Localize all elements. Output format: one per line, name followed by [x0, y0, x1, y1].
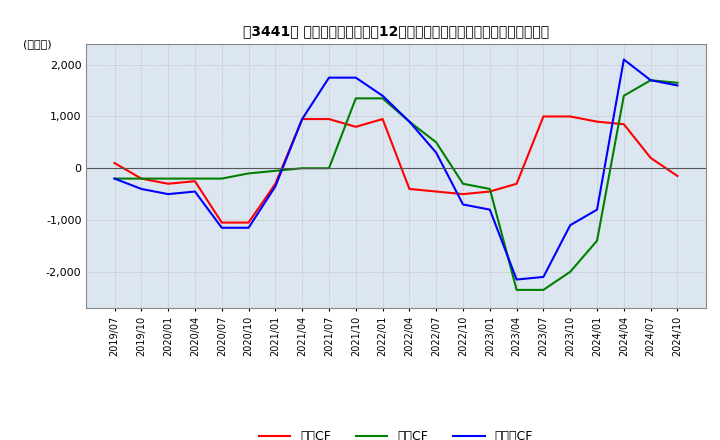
投資CF [619, 93, 628, 99]
Y-axis label: (百万円): (百万円) [22, 39, 51, 49]
フリーCF [432, 150, 441, 155]
フリーCF [619, 57, 628, 62]
投資CF [217, 176, 226, 181]
フリーCF [325, 75, 333, 80]
営業CF [647, 155, 655, 161]
フリーCF [647, 77, 655, 83]
営業CF [137, 176, 145, 181]
営業CF [298, 117, 307, 122]
フリーCF [217, 225, 226, 231]
投資CF [593, 238, 601, 243]
営業CF [513, 181, 521, 187]
フリーCF [459, 202, 467, 207]
営業CF [539, 114, 548, 119]
営業CF [191, 179, 199, 184]
投資CF [137, 176, 145, 181]
フリーCF [593, 207, 601, 212]
営業CF [673, 173, 682, 179]
フリーCF [110, 176, 119, 181]
Line: 営業CF: 営業CF [114, 117, 678, 223]
営業CF [459, 191, 467, 197]
Legend: 営業CF, 投資CF, フリーCF: 営業CF, 投資CF, フリーCF [254, 425, 538, 440]
営業CF [405, 186, 414, 191]
投資CF [325, 165, 333, 171]
フリーCF [539, 274, 548, 279]
投資CF [485, 186, 494, 191]
投資CF [191, 176, 199, 181]
投資CF [539, 287, 548, 293]
営業CF [244, 220, 253, 225]
営業CF [593, 119, 601, 124]
営業CF [378, 117, 387, 122]
フリーCF [271, 184, 279, 189]
フリーCF [244, 225, 253, 231]
フリーCF [513, 277, 521, 282]
営業CF [325, 117, 333, 122]
営業CF [619, 121, 628, 127]
投資CF [566, 269, 575, 275]
フリーCF [405, 119, 414, 124]
投資CF [432, 140, 441, 145]
投資CF [459, 181, 467, 187]
Title: 【3441】 キャッシュフローの12か月移動合計の対前年同期増減額の推移: 【3441】 キャッシュフローの12か月移動合計の対前年同期増減額の推移 [243, 25, 549, 39]
営業CF [485, 189, 494, 194]
営業CF [271, 181, 279, 187]
営業CF [351, 124, 360, 129]
投資CF [405, 119, 414, 124]
投資CF [164, 176, 173, 181]
投資CF [378, 96, 387, 101]
投資CF [298, 165, 307, 171]
投資CF [110, 176, 119, 181]
フリーCF [566, 223, 575, 228]
営業CF [566, 114, 575, 119]
フリーCF [164, 191, 173, 197]
フリーCF [673, 83, 682, 88]
投資CF [673, 80, 682, 85]
営業CF [110, 161, 119, 166]
投資CF [513, 287, 521, 293]
フリーCF [378, 93, 387, 99]
Line: 投資CF: 投資CF [114, 80, 678, 290]
フリーCF [485, 207, 494, 212]
投資CF [271, 168, 279, 173]
営業CF [432, 189, 441, 194]
フリーCF [298, 117, 307, 122]
フリーCF [351, 75, 360, 80]
投資CF [351, 96, 360, 101]
営業CF [217, 220, 226, 225]
フリーCF [137, 186, 145, 191]
フリーCF [191, 189, 199, 194]
営業CF [164, 181, 173, 187]
Line: フリーCF: フリーCF [114, 59, 678, 279]
投資CF [244, 171, 253, 176]
投資CF [647, 77, 655, 83]
